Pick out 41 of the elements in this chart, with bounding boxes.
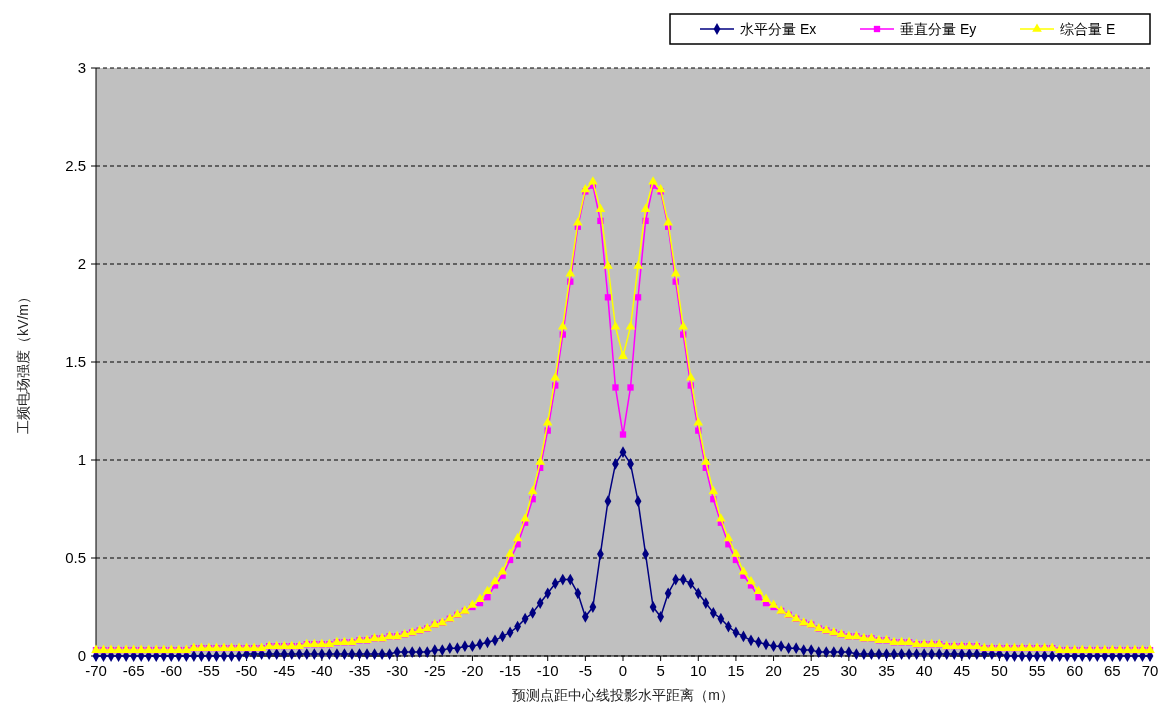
x-tick-label: -55 (198, 662, 220, 679)
x-tick-label: -35 (348, 662, 371, 679)
x-tick-label: -50 (235, 662, 258, 679)
x-tick-label: -70 (85, 662, 107, 679)
x-tick-label: -60 (160, 662, 183, 679)
x-axis-title: 预测点距中心线投影水平距离（m） (512, 687, 734, 703)
x-tick-label: 70 (1141, 662, 1159, 679)
x-tick-label: 45 (953, 662, 971, 679)
y-tick-label: 2 (77, 255, 86, 273)
x-tick-label: 60 (1066, 662, 1084, 679)
y-tick-label: 2.5 (65, 157, 86, 175)
x-tick-label: -40 (311, 662, 333, 679)
x-tick-label: -10 (536, 662, 559, 679)
x-tick-label: 30 (840, 662, 858, 679)
legend-label: 综合量 E (1060, 20, 1116, 37)
x-tick-label: 20 (765, 662, 782, 679)
y-tick-label: 0 (77, 647, 86, 665)
x-tick-label: 5 (656, 662, 665, 679)
x-tick-label: -30 (386, 662, 408, 679)
y-axis-title: 工频电场强度（kV/m） (15, 290, 31, 434)
x-tick-label: 15 (727, 662, 745, 679)
x-tick-label: -20 (461, 662, 484, 679)
x-tick-label: -65 (122, 662, 145, 679)
x-tick-label: 50 (991, 662, 1008, 679)
x-tick-label: 55 (1028, 662, 1046, 679)
x-tick-label: 35 (878, 662, 895, 679)
x-tick-label: 25 (802, 662, 820, 679)
x-tick-label: 40 (915, 662, 933, 679)
legend-label: 水平分量 Ex (740, 20, 817, 37)
x-tick-label: 10 (689, 662, 707, 679)
x-tick-label: 65 (1104, 662, 1121, 679)
y-tick-label: 3 (77, 59, 86, 77)
x-tick-label: -25 (423, 662, 446, 679)
y-tick-label: 0.5 (65, 549, 86, 567)
x-tick-label: 0 (618, 662, 628, 679)
x-tick-label: -45 (273, 662, 296, 679)
x-tick-label: -5 (578, 662, 593, 679)
x-tick-label: -15 (499, 662, 521, 679)
y-tick-label: 1.5 (65, 353, 86, 371)
y-tick-label: 1 (77, 451, 86, 469)
legend-label: 垂直分量 Ey (900, 20, 977, 37)
